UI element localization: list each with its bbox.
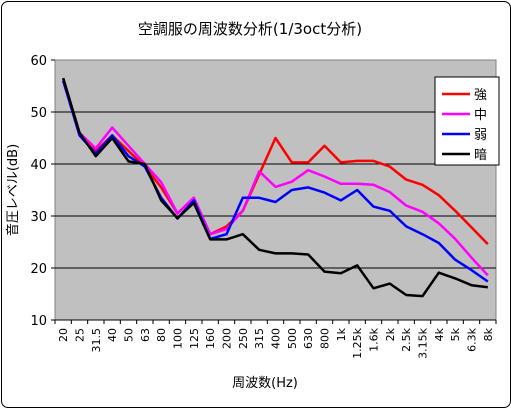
x-tick-label: 630 (302, 328, 315, 349)
x-tick-label: 8k (482, 327, 495, 341)
legend-label: 強 (474, 88, 487, 103)
series-line-2 (62, 80, 489, 277)
x-tick-label: 250 (237, 328, 250, 349)
legend-label: 弱 (474, 128, 487, 143)
y-axis-label: 音圧レベル(dB) (5, 144, 21, 236)
chart-title: 空調服の周波数分析(1/3oct分析) (138, 20, 362, 38)
y-tick-label: 30 (30, 210, 47, 225)
legend-label: 暗 (474, 148, 487, 163)
y-tick-label: 40 (30, 158, 47, 173)
y-tick-label: 60 (30, 54, 47, 69)
x-axis-label: 周波数(Hz) (232, 376, 298, 391)
y-tick-label: 50 (30, 106, 47, 121)
legend-label: 中 (474, 108, 487, 123)
x-tick-label: 5k (449, 327, 462, 341)
x-tick-label: 80 (155, 328, 168, 342)
x-tick-label: 4k (433, 327, 446, 341)
x-tick-label: 100 (172, 328, 185, 349)
x-tick-label: 200 (221, 328, 234, 349)
x-tick-label: 20 (57, 328, 70, 342)
x-tick-label: 400 (270, 328, 283, 349)
legend-box (434, 76, 500, 166)
y-tick-label: 10 (30, 314, 47, 329)
x-tick-label: 50 (123, 328, 136, 342)
x-tick-label: 160 (204, 328, 217, 349)
x-tick-label: 40 (106, 328, 119, 342)
x-tick-label: 31.5 (90, 328, 103, 353)
x-tick-label: 125 (188, 328, 201, 349)
x-tick-label: 1k (335, 327, 348, 341)
x-tick-label: 1.6k (368, 327, 381, 351)
x-tick-label: 500 (286, 328, 299, 349)
series-line-1 (62, 77, 489, 245)
x-tick-label: 2.5k (400, 327, 413, 351)
x-tick-label: 3.15k (417, 327, 430, 358)
x-tick-label: 800 (319, 328, 332, 349)
x-tick-label: 1.25k (351, 327, 364, 358)
series-line-4 (62, 77, 488, 298)
x-tick-label: 63 (139, 328, 152, 342)
series-line-3 (62, 80, 489, 283)
x-tick-label: 25 (74, 328, 87, 342)
x-tick-label: 315 (253, 328, 266, 349)
x-tick-label: 2k (384, 327, 397, 341)
y-tick-label: 20 (30, 262, 47, 277)
x-tick-label: 6.3k (466, 327, 479, 351)
plot-area (54, 59, 497, 321)
